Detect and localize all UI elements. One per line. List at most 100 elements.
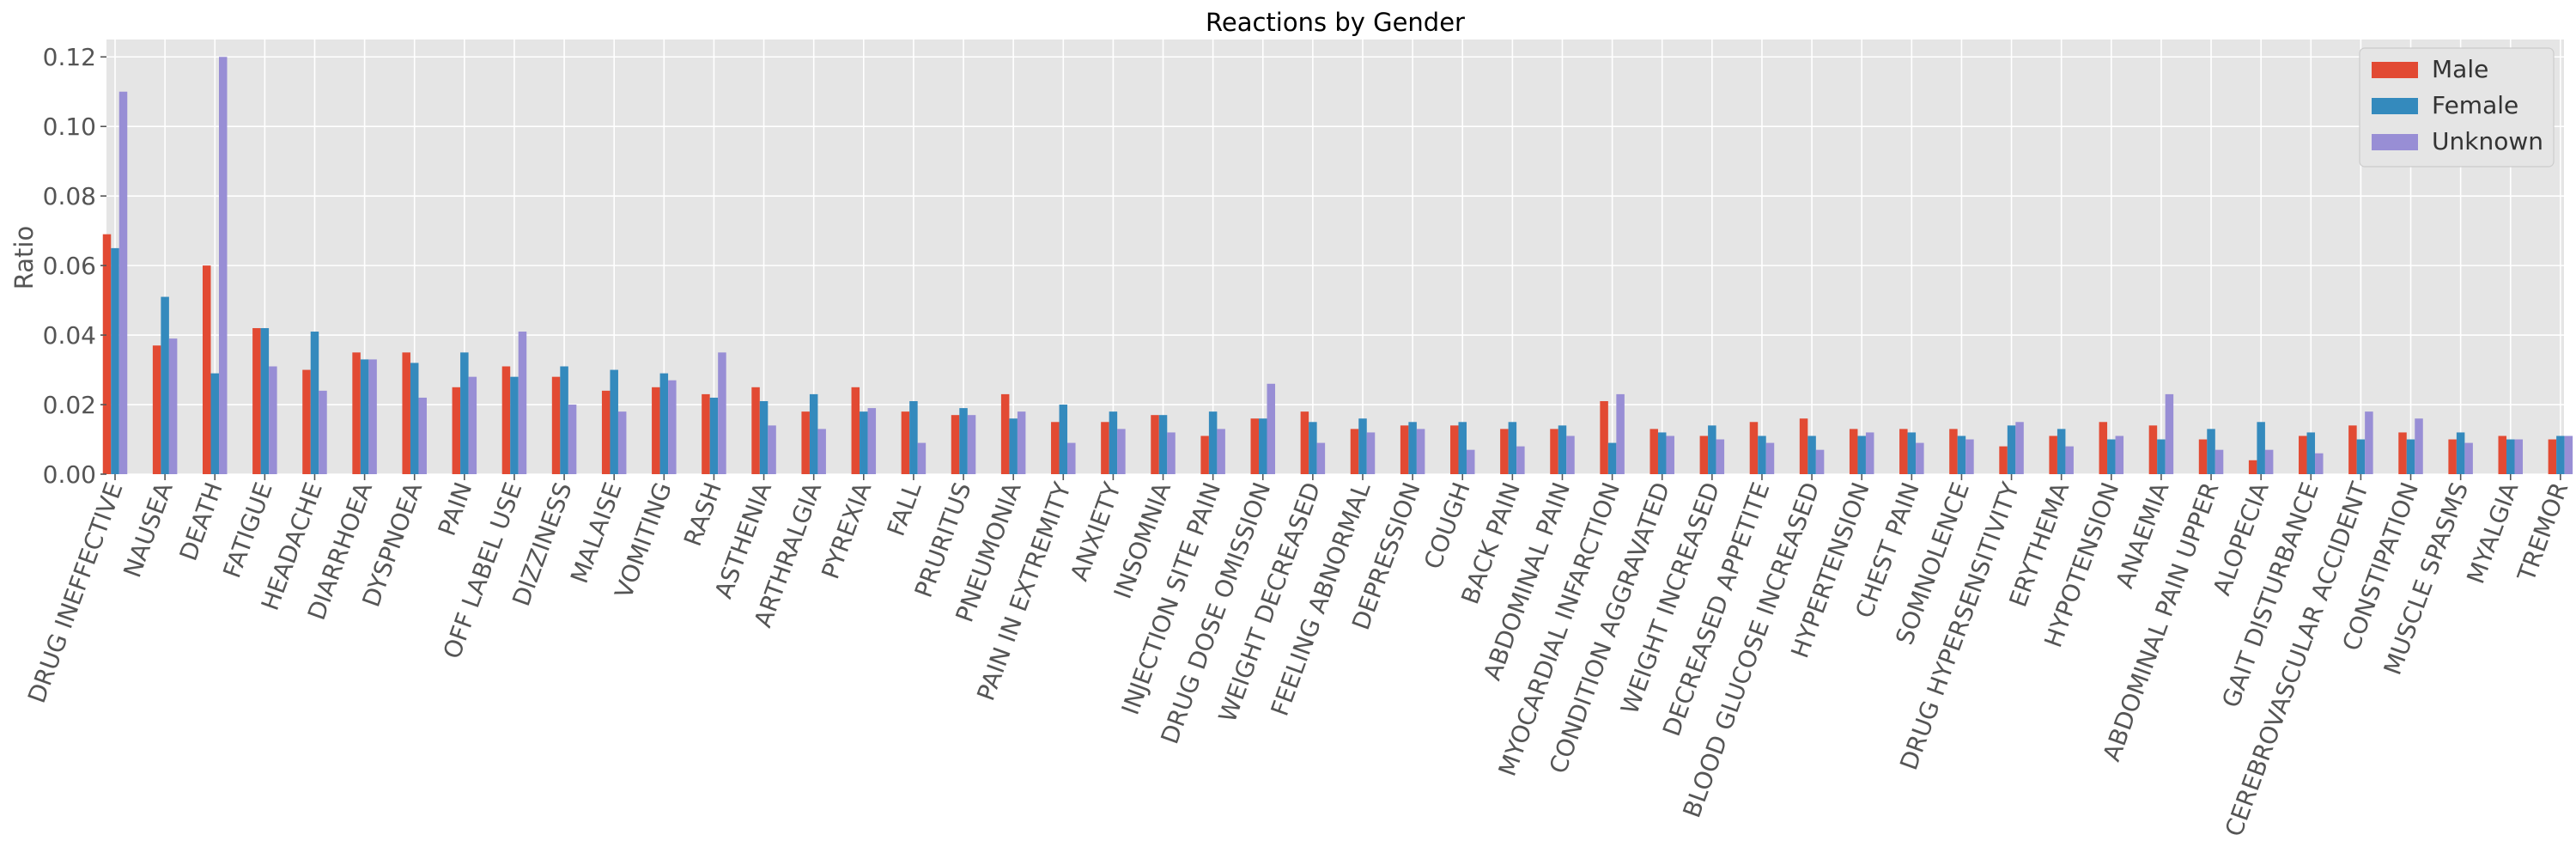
bar-male-11 [652, 387, 660, 474]
bar-unknown-43 [2264, 449, 2274, 474]
bar-female-37 [1957, 436, 1966, 474]
legend-swatch-unknown [2372, 134, 2418, 150]
y-tick-label: 0.02 [43, 391, 96, 419]
bar-female-13 [759, 400, 769, 474]
bar-female-22 [1208, 411, 1218, 474]
bar-female-15 [860, 411, 868, 474]
bar-female-34 [1807, 436, 1816, 474]
bar-male-15 [851, 387, 860, 474]
bar-unknown-11 [668, 380, 677, 474]
bar-female-8 [510, 376, 519, 474]
bar-male-7 [452, 387, 461, 474]
x-tick-label: COUGH [1419, 478, 1476, 573]
bar-female-32 [1708, 425, 1716, 474]
bar-female-4 [310, 332, 319, 474]
bar-male-8 [501, 366, 511, 474]
bar-unknown-6 [418, 397, 427, 474]
bar-male-44 [2299, 436, 2307, 474]
bar-unknown-4 [319, 390, 327, 474]
bar-male-40 [2099, 422, 2108, 474]
bar-female-39 [2057, 429, 2066, 474]
bar-female-36 [1907, 432, 1917, 474]
bar-male-29 [1550, 429, 1558, 474]
bar-male-27 [1449, 425, 1459, 474]
bar-male-49 [2548, 439, 2557, 474]
bar-female-21 [1158, 415, 1168, 474]
bar-male-25 [1350, 429, 1359, 474]
bar-female-11 [659, 373, 669, 474]
bar-female-42 [2207, 429, 2215, 474]
bar-male-45 [2348, 425, 2357, 474]
bar-unknown-35 [1865, 432, 1874, 474]
bar-unknown-46 [2415, 418, 2423, 474]
bar-female-6 [410, 362, 419, 474]
bar-unknown-29 [1566, 436, 1575, 474]
bar-female-48 [2506, 439, 2515, 474]
bar-male-1 [152, 345, 161, 474]
bar-male-20 [1101, 422, 1109, 474]
bar-male-6 [402, 352, 410, 474]
chart-title: Reactions by Gender [1206, 8, 1465, 37]
bar-male-38 [1999, 446, 2008, 474]
bar-unknown-37 [1965, 439, 1974, 474]
bar-female-2 [210, 373, 219, 474]
legend-label-unknown: Unknown [2432, 127, 2543, 155]
bar-male-12 [702, 393, 710, 474]
bar-unknown-8 [518, 332, 527, 474]
bar-unknown-18 [1017, 411, 1026, 474]
bar-male-39 [2049, 436, 2057, 474]
bar-female-19 [1059, 405, 1068, 474]
bar-unknown-9 [568, 405, 577, 474]
y-tick-label: 0.12 [43, 43, 96, 71]
bar-unknown-27 [1466, 449, 1475, 474]
bar-female-17 [959, 408, 968, 474]
y-tick-label: 0.08 [43, 182, 96, 210]
legend-label-male: Male [2432, 55, 2488, 83]
bar-unknown-7 [468, 376, 477, 474]
bar-male-17 [951, 415, 960, 474]
bar-female-33 [1758, 436, 1766, 474]
bar-unknown-47 [2464, 442, 2473, 474]
y-axis: 0.00 0.02 0.04 0.06 0.08 0.10 0.12 [43, 43, 106, 489]
bar-male-36 [1899, 429, 1908, 474]
bar-unknown-3 [269, 366, 277, 474]
y-tick-label: 0.06 [43, 252, 96, 280]
x-tick-label: PAIN [433, 478, 478, 539]
bar-male-23 [1250, 418, 1260, 474]
legend-label-female: Female [2432, 91, 2518, 119]
legend: Male Female Unknown [2359, 47, 2555, 168]
bar-unknown-26 [1416, 429, 1425, 474]
bar-male-31 [1649, 429, 1658, 474]
bar-male-0 [102, 234, 112, 474]
y-tick-label: 0.04 [43, 321, 96, 350]
bar-female-44 [2306, 432, 2316, 474]
bar-male-28 [1500, 429, 1509, 474]
bar-female-26 [1408, 422, 1417, 474]
bar-male-37 [1949, 429, 1958, 474]
bar-female-31 [1657, 432, 1667, 474]
bar-unknown-44 [2315, 453, 2324, 474]
bar-unknown-2 [218, 57, 228, 475]
bar-male-4 [302, 369, 311, 474]
bar-female-18 [1009, 418, 1018, 474]
bar-unknown-39 [2065, 446, 2074, 474]
bar-female-35 [1857, 436, 1866, 474]
bar-female-0 [111, 247, 119, 474]
bar-female-14 [809, 393, 818, 474]
bar-female-3 [260, 327, 270, 474]
bar-unknown-12 [718, 352, 726, 474]
bar-male-26 [1400, 425, 1409, 474]
bar-unknown-16 [917, 442, 927, 474]
bar-male-43 [2248, 460, 2257, 474]
bar-female-12 [709, 397, 719, 474]
bar-female-23 [1259, 418, 1267, 474]
bar-male-9 [551, 376, 561, 474]
bar-male-22 [1200, 436, 1209, 474]
y-tick-label: 0.10 [43, 113, 96, 141]
bar-male-48 [2498, 436, 2507, 474]
bar-unknown-41 [2165, 393, 2174, 474]
bar-male-32 [1699, 436, 1709, 474]
x-tick-label: RASH [678, 478, 727, 550]
bar-male-33 [1749, 422, 1759, 474]
